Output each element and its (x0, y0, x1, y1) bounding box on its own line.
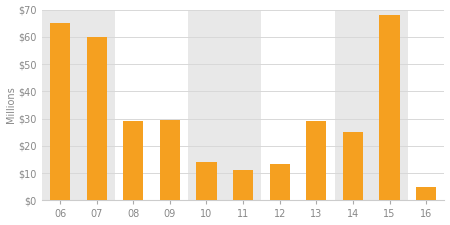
Bar (379, 15, 400, 200)
Bar (188, 9, 261, 200)
Bar (86, 37, 107, 200)
Bar (416, 187, 436, 200)
Bar (335, 9, 408, 200)
Bar (123, 121, 143, 200)
Bar (343, 132, 363, 200)
Y-axis label: Millions: Millions (5, 87, 16, 123)
Bar (50, 23, 70, 200)
Bar (160, 120, 180, 200)
Bar (306, 121, 326, 200)
Bar (196, 162, 216, 200)
Bar (233, 170, 253, 200)
Bar (42, 9, 115, 200)
Bar (270, 164, 290, 200)
